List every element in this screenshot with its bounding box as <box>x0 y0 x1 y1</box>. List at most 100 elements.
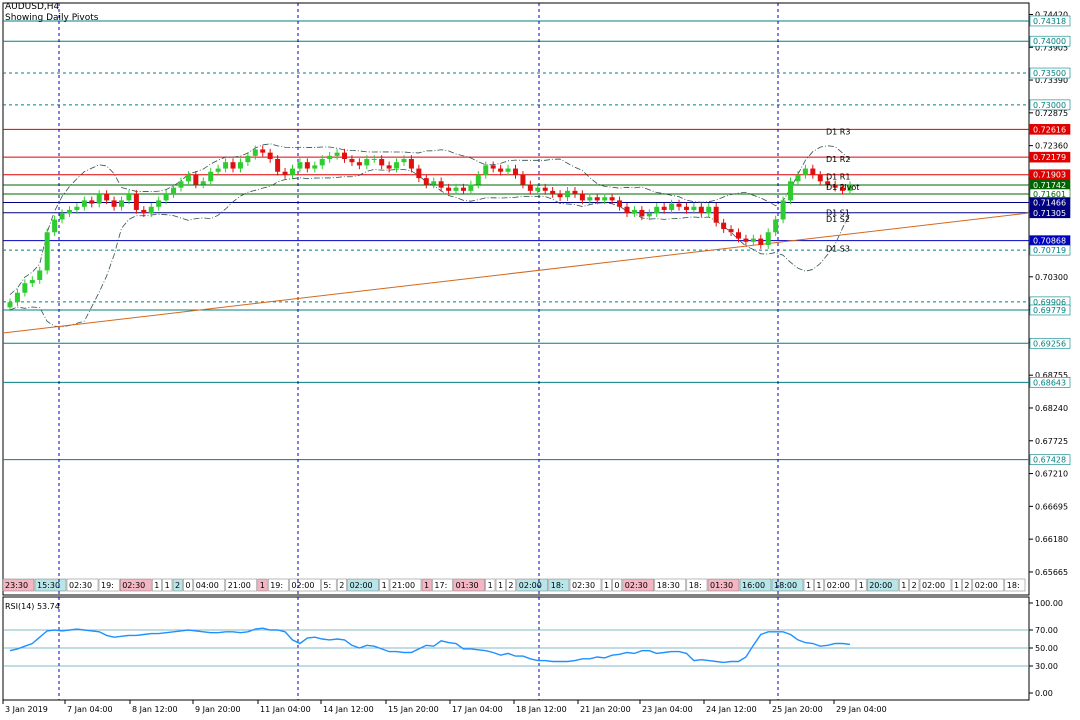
candle-body[interactable] <box>89 200 95 204</box>
candle-body[interactable] <box>735 232 741 239</box>
candle-body[interactable] <box>275 159 281 172</box>
candle-body[interactable] <box>669 203 675 210</box>
candle-body[interactable] <box>840 187 846 191</box>
candle-body[interactable] <box>765 232 771 245</box>
candle-body[interactable] <box>126 194 132 201</box>
candle-body[interactable] <box>423 178 429 185</box>
candle-body[interactable] <box>59 213 65 220</box>
candle-body[interactable] <box>460 187 466 191</box>
candle-body[interactable] <box>401 159 407 163</box>
candle-body[interactable] <box>282 171 288 175</box>
candle-body[interactable] <box>408 159 414 169</box>
candle-body[interactable] <box>96 194 102 204</box>
candle-body[interactable] <box>178 181 184 188</box>
candle-body[interactable] <box>654 206 660 214</box>
candle-body[interactable] <box>527 184 533 191</box>
candle-body[interactable] <box>371 159 377 161</box>
candle-body[interactable] <box>394 162 400 169</box>
candle-body[interactable] <box>579 194 585 201</box>
candle-body[interactable] <box>512 168 518 175</box>
candle-body[interactable] <box>111 200 117 207</box>
candle-body[interactable] <box>7 302 13 308</box>
candle-body[interactable] <box>773 219 779 233</box>
candle-body[interactable] <box>14 292 20 303</box>
candle-body[interactable] <box>490 165 496 169</box>
candle-body[interactable] <box>386 165 392 169</box>
candle-body[interactable] <box>446 187 452 191</box>
trendline[interactable] <box>2 212 1030 334</box>
candle-body[interactable] <box>520 174 526 185</box>
candle-body[interactable] <box>483 165 489 175</box>
candle-body[interactable] <box>602 197 608 201</box>
candle-body[interactable] <box>342 152 348 160</box>
candle-body[interactable] <box>698 206 704 214</box>
candle-body[interactable] <box>743 238 749 242</box>
candle-body[interactable] <box>453 187 459 191</box>
main-chart-panel[interactable] <box>2 2 1030 596</box>
candle-body[interactable] <box>535 187 541 191</box>
candle-body[interactable] <box>230 162 236 169</box>
candle-body[interactable] <box>847 185 853 191</box>
candle-body[interactable] <box>780 200 786 220</box>
candle-body[interactable] <box>750 238 756 242</box>
candle-body[interactable] <box>29 279 35 284</box>
candle-body[interactable] <box>141 209 147 214</box>
candle-body[interactable] <box>646 213 652 217</box>
candle-body[interactable] <box>572 190 578 195</box>
candle-body[interactable] <box>498 168 504 172</box>
candle-body[interactable] <box>594 197 600 201</box>
candle-body[interactable] <box>252 149 258 156</box>
candle-body[interactable] <box>542 187 548 191</box>
candle-body[interactable] <box>557 194 563 198</box>
candle-body[interactable] <box>468 184 474 191</box>
candle-body[interactable] <box>817 174 823 182</box>
candle-body[interactable] <box>327 155 333 160</box>
candle-body[interactable] <box>356 162 362 166</box>
candle-body[interactable] <box>609 197 615 201</box>
candle-body[interactable] <box>832 184 838 188</box>
candle-body[interactable] <box>171 187 177 195</box>
candle-body[interactable] <box>438 181 444 188</box>
candle-body[interactable] <box>267 152 273 160</box>
candle-body[interactable] <box>676 203 682 207</box>
candle-body[interactable] <box>431 181 437 185</box>
candle-body[interactable] <box>237 162 243 169</box>
candle-body[interactable] <box>208 171 214 182</box>
candle-body[interactable] <box>349 159 355 163</box>
rsi-panel[interactable] <box>2 596 1030 701</box>
candle-body[interactable] <box>364 159 370 166</box>
candle-body[interactable] <box>200 181 206 185</box>
candle-body[interactable] <box>304 162 310 169</box>
candle-body[interactable] <box>661 206 667 210</box>
candle-body[interactable] <box>802 168 808 175</box>
candle-body[interactable] <box>104 194 110 201</box>
candle-body[interactable] <box>505 168 511 172</box>
candle-body[interactable] <box>297 162 303 169</box>
candle-body[interactable] <box>810 168 816 175</box>
candle-body[interactable] <box>475 174 481 185</box>
candle-body[interactable] <box>550 190 556 195</box>
candle-body[interactable] <box>260 149 266 153</box>
candle-body[interactable] <box>215 168 221 172</box>
candle-body[interactable] <box>37 270 43 280</box>
candle-body[interactable] <box>223 162 229 169</box>
candle-body[interactable] <box>119 200 125 207</box>
candle-body[interactable] <box>728 229 734 233</box>
candle-body[interactable] <box>156 200 162 207</box>
candle-body[interactable] <box>788 181 794 201</box>
candle-body[interactable] <box>22 283 28 293</box>
candle-body[interactable] <box>795 174 801 182</box>
candle-body[interactable] <box>148 206 154 214</box>
candle-body[interactable] <box>565 190 571 198</box>
candle-body[interactable] <box>312 165 318 169</box>
candle-body[interactable] <box>319 159 325 166</box>
candle-body[interactable] <box>185 174 191 182</box>
candle-body[interactable] <box>587 197 593 201</box>
candle-body[interactable] <box>81 200 87 207</box>
candle-body[interactable] <box>379 159 385 166</box>
candle-body[interactable] <box>631 209 637 214</box>
candle-body[interactable] <box>713 206 719 223</box>
candle-body[interactable] <box>624 206 630 214</box>
candle-body[interactable] <box>416 168 422 179</box>
